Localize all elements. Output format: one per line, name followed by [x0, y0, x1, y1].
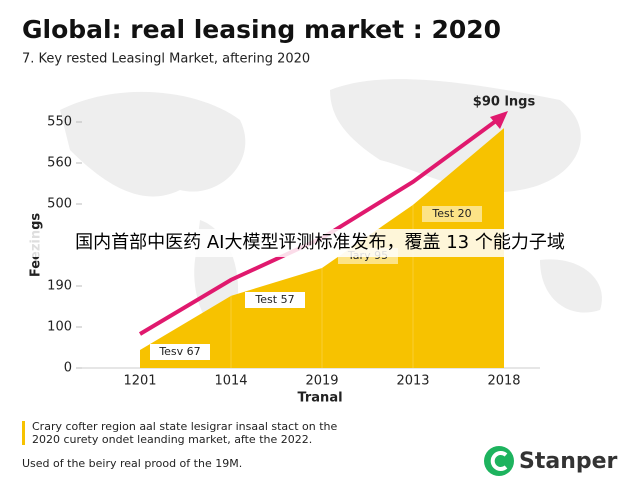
annotation: Test 57	[245, 292, 305, 308]
y-tick-label: 560	[47, 156, 72, 171]
logo-text: Stanper	[519, 449, 618, 474]
area	[140, 128, 504, 368]
peak-label: $90 lngs	[473, 95, 536, 110]
footnote: Crary cofter region aal state lesigrar i…	[32, 420, 338, 433]
x-tick-label: 2019	[305, 374, 338, 389]
annotation: Test 20	[422, 206, 482, 222]
overlay-text: 国内首部中医药 AI大模型评测标准发布，覆盖 13 个能力子域	[75, 232, 565, 253]
footnote-bar	[22, 421, 25, 445]
chart-title: Global: real leasing market : 2020	[22, 15, 501, 44]
annotation-label: Test 57	[254, 293, 294, 306]
annotation-box	[422, 206, 482, 222]
annotation-label: Tesv 67	[158, 345, 200, 358]
annotation-box	[150, 344, 210, 360]
footnote: 2020 curety ondet leanding market, afte …	[32, 433, 312, 446]
y-tick-label: 190	[47, 279, 72, 294]
x-axis-label: Tranal	[297, 391, 342, 406]
x-tick-label: 1014	[214, 374, 247, 389]
annotation-label: Test 20	[431, 207, 471, 220]
y-tick-label: 550	[47, 115, 72, 130]
y-tick-label: 100	[47, 320, 72, 335]
source: Used of the beiry real prood of the 19M.	[22, 457, 242, 470]
y-tick-label: 500	[47, 197, 72, 212]
chart-subtitle: 7. Key rested Leasingl Market, aftering …	[22, 52, 310, 67]
x-tick-label: 2013	[396, 374, 429, 389]
logo-mark	[490, 451, 508, 471]
plot: 0 100 190 500 560 550 1201 1014 2019 2013 2018 $90 …	[47, 95, 540, 389]
annotation-box	[245, 292, 305, 308]
logo-icon	[484, 446, 514, 476]
x-tick-label: 2018	[487, 374, 520, 389]
overlay-band	[20, 229, 620, 257]
annotation: Tesv 67	[150, 344, 210, 360]
x-tick-label: 1201	[123, 374, 156, 389]
y-tick-label: 0	[64, 361, 72, 376]
arrow-head	[490, 111, 508, 130]
